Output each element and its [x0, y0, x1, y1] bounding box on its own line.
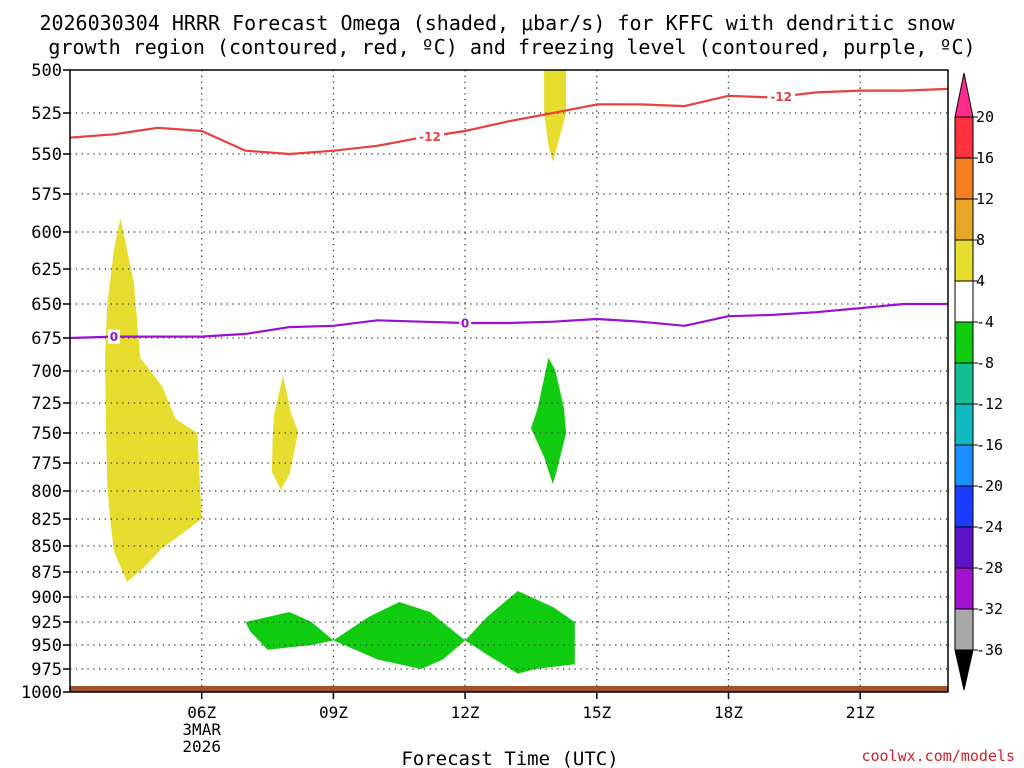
y-tick-label-825: 825	[31, 510, 62, 530]
y-tick-label-675: 675	[31, 329, 62, 349]
contour-label-bg	[459, 316, 472, 331]
y-tick-label-1000: 1000	[21, 683, 62, 703]
y-tick-label-775: 775	[31, 454, 62, 474]
colorbar-tick-label-8: -12	[976, 395, 1003, 413]
y-tick-label-575: 575	[31, 185, 62, 205]
colorbar-bottom-arrow	[954, 649, 974, 691]
y-tick-label-700: 700	[31, 362, 62, 382]
omega-region-4	[531, 357, 567, 485]
colorbar-segment-2	[954, 157, 974, 200]
contour-label-bg	[767, 89, 796, 104]
colorbar-tick-label-6: -4	[976, 313, 994, 331]
contour-0c-line	[69, 302, 948, 340]
colorbar-tick-label-9: -16	[976, 436, 1003, 454]
y-tick-label-550: 550	[31, 145, 62, 165]
contour--12c-line	[69, 87, 949, 156]
y-tick-label-525: 525	[31, 104, 62, 124]
y-tick-label-800: 800	[31, 482, 62, 502]
omega-region-2	[105, 218, 202, 583]
omega-shading	[105, 70, 575, 674]
colorbar-segment-11	[954, 526, 974, 569]
x-tick-label-12-1: 12Z	[451, 703, 480, 722]
colorbar-segment-12	[954, 567, 974, 610]
x-tick-label-18-1: 18Z	[714, 703, 743, 722]
colorbar-tick-label-5: 4	[976, 272, 985, 290]
colorbar-segment-4	[954, 239, 974, 282]
colorbar-tick-label-13: -32	[976, 600, 1003, 618]
colorbar-tick-label-10: -20	[976, 477, 1003, 495]
x-tick-label-15-1: 15Z	[582, 703, 611, 722]
colorbar-tick-label-2: 16	[976, 149, 994, 167]
contour-label-0c-2: 0	[461, 317, 469, 331]
x-tick-label-6-1: 06Z	[187, 703, 216, 722]
y-tick-label-850: 850	[31, 537, 62, 557]
y-tick-label-725: 725	[31, 394, 62, 414]
colorbar-top-arrow	[954, 72, 974, 118]
source-credit: coolwx.com/models	[861, 747, 1015, 765]
omega-region-6	[333, 602, 466, 669]
y-tick-label-900: 900	[31, 588, 62, 608]
y-tick-label-500: 500	[31, 61, 62, 81]
colorbar-tick-label-14: -36	[976, 641, 1003, 659]
chart-title-line-2: growth region (contoured, red, ºC) and f…	[48, 35, 975, 59]
ground-fill	[70, 686, 948, 692]
y-tick-label-600: 600	[31, 223, 62, 243]
ground-strip	[70, 686, 948, 692]
colorbar-segment-6	[954, 321, 974, 364]
contour-label-0c-1: 0	[110, 330, 118, 344]
colorbar-segment-3	[954, 198, 974, 241]
pressure-axis: 500 525 550 575 600 625 650 675 700 725 750 775 800 8…	[21, 61, 70, 703]
colorbar-tick-label-12: -28	[976, 559, 1003, 577]
y-tick-label-950: 950	[31, 636, 62, 656]
contour-label-bg	[415, 129, 444, 144]
y-tick-label-650: 650	[31, 295, 62, 315]
x-tick-label-6-2: 3MAR	[182, 720, 221, 739]
colorbar-tick-label-7: -8	[976, 354, 994, 372]
chart-title-line-1: 2026030304 HRRR Forecast Omega (shaded, …	[39, 11, 955, 35]
omega-colorbar: 20 16 12 8 4 -4 -8 -12 -16 -20 -24 -28 -32 -36	[954, 72, 1003, 691]
x-tick-label-6-3: 2026	[182, 737, 221, 756]
y-tick-label-975: 975	[31, 660, 62, 680]
colorbar-tick-label-3: 12	[976, 190, 994, 208]
colorbar-segment-8	[954, 403, 974, 446]
plot-frame	[69, 69, 949, 693]
y-tick-label-625: 625	[31, 260, 62, 280]
contour-label--12c-2: -12	[770, 90, 792, 104]
colorbar-tick-label-4: 8	[976, 231, 985, 249]
contour-label--12c-1: -12	[419, 130, 441, 144]
temperature-contours: -12 -12 0 0	[69, 87, 949, 344]
x-tick-label-21-1: 21Z	[846, 703, 875, 722]
y-tick-label-750: 750	[31, 424, 62, 444]
colorbar-segment-10	[954, 485, 974, 528]
colorbar-segment-13	[954, 608, 974, 651]
omega-region-7	[465, 591, 575, 674]
colorbar-segment-5	[954, 280, 974, 323]
dotted-grid	[70, 70, 948, 692]
colorbar-segment-7	[954, 362, 974, 405]
x-axis-label: Forecast Time (UTC)	[401, 748, 618, 768]
omega-region-5	[245, 612, 334, 650]
y-tick-label-925: 925	[31, 613, 62, 633]
contour-label-bg	[107, 329, 120, 344]
x-tick-label-9-1: 09Z	[319, 703, 348, 722]
omega-region-1	[544, 70, 567, 162]
colorbar-tick-label-1: 20	[976, 108, 994, 126]
colorbar-tick-label-11: -24	[976, 518, 1003, 536]
y-tick-label-875: 875	[31, 563, 62, 583]
colorbar-segment-9	[954, 444, 974, 487]
colorbar-segment-1	[954, 116, 974, 159]
